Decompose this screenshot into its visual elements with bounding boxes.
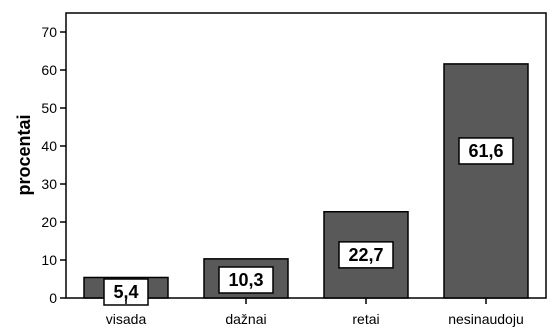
category-label: nesinaudoju xyxy=(448,311,524,327)
category-label: visada xyxy=(106,311,147,327)
data-label-box xyxy=(218,266,274,294)
data-label: 61,6 xyxy=(468,141,503,161)
y-axis-ticks: 0 10 20 30 40 50 60 70 xyxy=(41,24,66,306)
bar xyxy=(443,63,529,299)
plot-area-frame xyxy=(65,12,547,299)
y-tick-label: 40 xyxy=(41,138,57,154)
data-label-box xyxy=(103,278,149,306)
y-tick-label: 70 xyxy=(41,24,57,40)
data-label-box xyxy=(338,241,394,269)
category-label: retai xyxy=(352,311,379,327)
category-label: dažnai xyxy=(225,311,266,327)
y-tick-label: 60 xyxy=(41,62,57,78)
y-tick-label: 0 xyxy=(49,290,57,306)
data-label-box xyxy=(458,137,514,165)
y-tick-label: 50 xyxy=(41,100,57,116)
y-tick-label: 20 xyxy=(41,214,57,230)
y-tick-label: 10 xyxy=(41,252,57,268)
x-axis-labels: visada dažnai retai nesinaudoju xyxy=(106,298,524,327)
data-label: 5,4 xyxy=(113,282,138,302)
bars: 5,4 10,3 22,7 61,6 xyxy=(83,63,529,306)
y-tick-label: 30 xyxy=(41,176,57,192)
y-axis-label: procentai xyxy=(14,114,34,195)
data-label: 10,3 xyxy=(228,270,263,290)
data-label: 22,7 xyxy=(348,245,383,265)
